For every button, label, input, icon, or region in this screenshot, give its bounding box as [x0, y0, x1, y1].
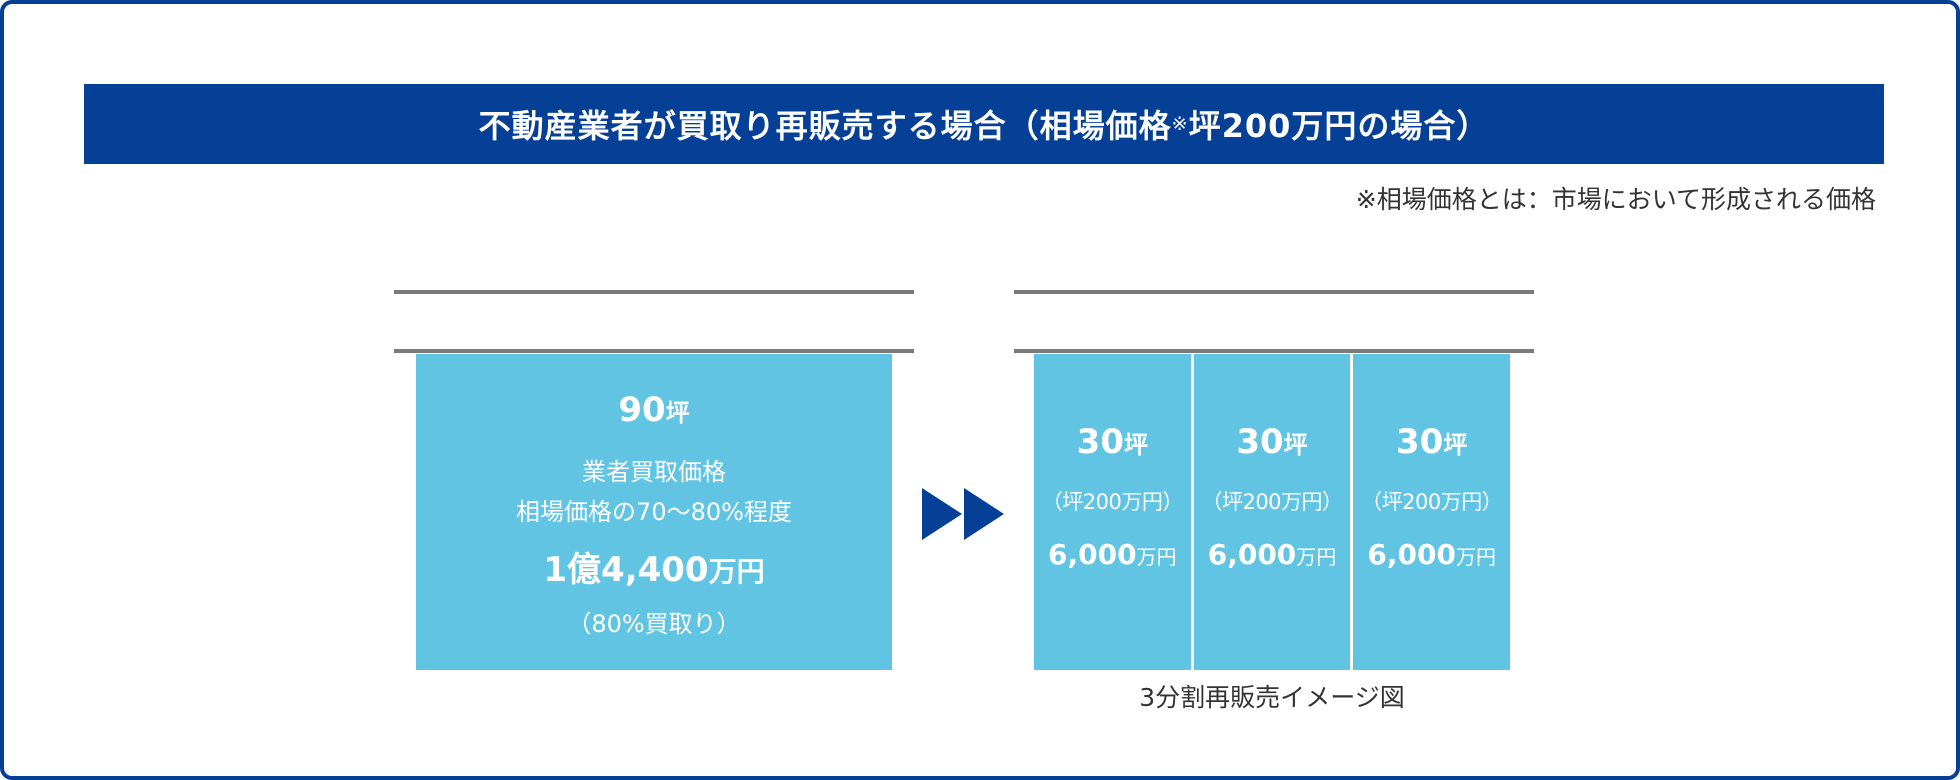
single-lot-price: 1億4,400万円 [416, 542, 892, 591]
split-lot-2: 30坪 （坪200万円） 6,000万円 [1193, 354, 1351, 670]
split-lot-3-area-unit: 坪 [1443, 431, 1468, 459]
split-lot-3-price-number: 6,000 [1367, 538, 1456, 571]
single-lot-label-line1: 業者買取価格 [582, 458, 726, 486]
split-lot-1: 30坪 （坪200万円） 6,000万円 [1034, 354, 1191, 670]
single-lot-block: 90坪 業者買取価格 相場価格の70～80%程度 1億4,400万円 （80%買… [416, 354, 892, 670]
diagram-caption: 3分割再販売イメージ図 [1139, 683, 1405, 712]
split-lots: 30坪 （坪200万円） 6,000万円 30坪 （坪200万円） 6,000万… [1034, 354, 1511, 670]
single-lot-price-unit: 万円 [708, 555, 765, 588]
split-lot-1-unit-price: （坪200万円） [1041, 490, 1184, 514]
single-lot-label-line2: 相場価格の70～80%程度 [516, 498, 792, 526]
split-lot-3-area-number: 30 [1396, 422, 1444, 462]
split-lot-3-price-unit: 万円 [1455, 545, 1496, 569]
split-lot-3: 30坪 （坪200万円） 6,000万円 [1353, 354, 1511, 670]
title-tail: 坪200万円の場合） [1188, 107, 1490, 145]
road-line-top-left [394, 290, 914, 294]
title-note-mark: ※ [1171, 113, 1189, 135]
single-lot-area-unit: 坪 [665, 399, 690, 427]
title-bar: 不動産業者が買取り再販売する場合（相場価格 ※ 坪200万円の場合） [84, 84, 1884, 164]
split-lot-1-area-unit: 坪 [1124, 431, 1148, 459]
split-lot-1-price-unit: 万円 [1136, 545, 1177, 569]
split-lot-2-area: 30坪 [1194, 422, 1351, 462]
single-lot-price-number: 1億4,400 [543, 550, 709, 590]
footnote: ※相場価格とは：市場において形成される価格 [1355, 185, 1876, 214]
split-lot-1-price-number: 6,000 [1048, 538, 1137, 571]
single-lot-area-number: 90 [618, 390, 666, 430]
split-lot-2-price-unit: 万円 [1296, 545, 1337, 569]
road-line-top-right [1014, 290, 1534, 294]
single-lot-area: 90坪 [416, 390, 892, 430]
split-lot-2-price-number: 6,000 [1207, 538, 1297, 571]
single-lot-purchase-rate: （80%買取り） [567, 610, 741, 638]
split-lot-1-area-number: 30 [1076, 422, 1124, 462]
arrow-triangle-left [922, 488, 962, 540]
split-lot-2-price: 6,000万円 [1194, 538, 1351, 571]
split-lot-1-area: 30坪 [1034, 422, 1191, 462]
double-triangle-right-icon [922, 488, 1004, 540]
road-line-bottom-left [394, 349, 914, 353]
split-lot-3-price: 6,000万円 [1353, 538, 1510, 571]
split-lot-3-area: 30坪 [1353, 422, 1510, 462]
split-lot-1-price: 6,000万円 [1034, 538, 1191, 571]
split-lot-2-unit-price: （坪200万円） [1201, 490, 1343, 514]
arrow-triangle-right [964, 488, 1004, 540]
title-main: 不動産業者が買取り再販売する場合（相場価格 [478, 107, 1172, 145]
split-lot-3-unit-price: （坪200万円） [1361, 490, 1503, 514]
split-lot-2-area-number: 30 [1236, 422, 1284, 462]
split-lot-2-area-unit: 坪 [1283, 431, 1308, 459]
road-line-bottom-right [1014, 349, 1534, 353]
